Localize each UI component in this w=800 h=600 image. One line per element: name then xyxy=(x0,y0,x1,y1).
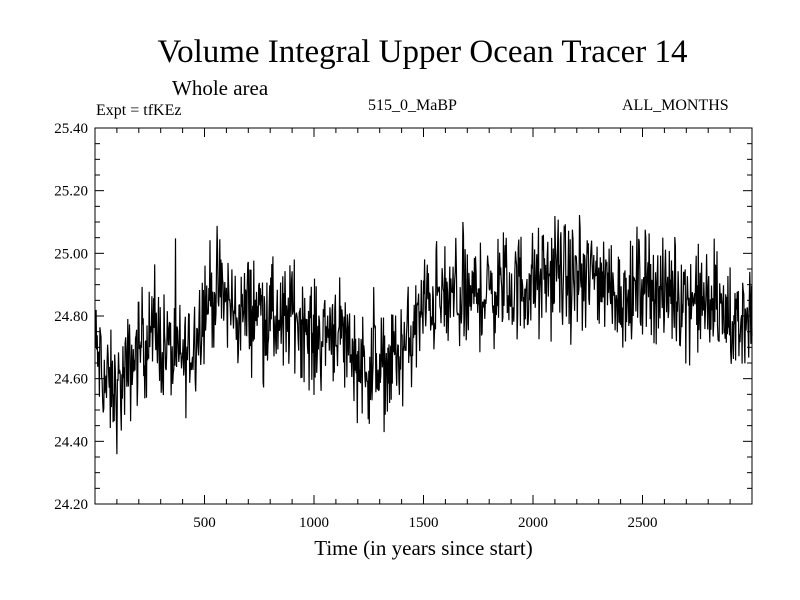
period-label: ALL_MONTHS xyxy=(622,97,729,114)
chart-subtitle: Whole area xyxy=(172,76,269,100)
series-line xyxy=(94,214,753,455)
y-tick-label: 25.40 xyxy=(54,121,88,137)
y-tick-label: 24.20 xyxy=(54,497,88,513)
x-tick-label: 2000 xyxy=(518,515,548,531)
y-tick-label: 24.80 xyxy=(54,309,88,325)
y-tick-label: 25.20 xyxy=(54,184,88,200)
run-label: 515_0_MaBP xyxy=(368,97,457,114)
y-tick-label: 24.60 xyxy=(54,372,88,388)
x-tick-label: 1500 xyxy=(409,515,439,531)
tick-labels: 500 1000 1500 2000 2500 24.20 24.40 24.60 24.80 2… xyxy=(54,121,657,531)
y-tick-label: 25.00 xyxy=(54,246,88,262)
chart-title: Volume Integral Upper Ocean Tracer 14 xyxy=(157,34,688,70)
x-tick-label: 1000 xyxy=(299,515,329,531)
x-tick-label: 2500 xyxy=(628,515,658,531)
x-axis-label: Time (in years since start) xyxy=(314,536,533,560)
y-tick-label: 24.40 xyxy=(54,434,88,450)
experiment-label: Expt = tfKEz xyxy=(96,102,182,119)
x-tick-label: 500 xyxy=(193,515,216,531)
